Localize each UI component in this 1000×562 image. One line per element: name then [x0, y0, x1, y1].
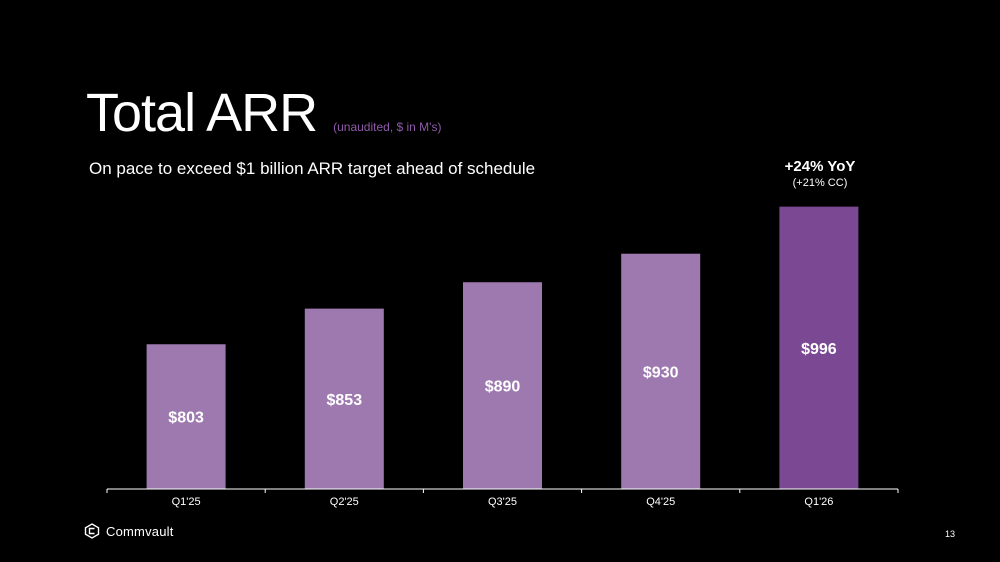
page-title: Total ARR — [86, 83, 318, 143]
title-note: (unaudited, $ in M's) — [333, 120, 442, 134]
title-row: Total ARR (unaudited, $ in M's) — [86, 86, 441, 140]
bar-4 — [779, 206, 859, 490]
bar-3 — [621, 253, 701, 489]
bar-0 — [146, 344, 226, 489]
x-tick-label-2: Q3'25 — [488, 496, 517, 508]
subtitle: On pace to exceed $1 billion ARR target … — [89, 159, 536, 178]
commvault-logo: Commvault — [84, 523, 174, 539]
yoy-growth-label: +24% YoY — [784, 158, 856, 175]
x-tick-label-4: Q1'26 — [804, 496, 833, 508]
bar-1 — [304, 308, 384, 489]
x-tick-label-3: Q4'25 — [646, 496, 675, 508]
x-tick-label-0: Q1'25 — [172, 496, 201, 508]
commvault-logo-icon — [84, 523, 100, 539]
yoy-cc-label: (+21% CC) — [792, 177, 848, 189]
bar-2 — [463, 282, 542, 489]
bar-value-label-3: $930 — [643, 364, 679, 381]
yoy-callout: +24% YoY (+21% CC) — [760, 158, 880, 189]
x-tick-label-1: Q2'25 — [330, 496, 359, 508]
page-number: 13 — [945, 529, 956, 539]
logo-text: Commvault — [106, 523, 174, 539]
bar-value-label-2: $890 — [485, 379, 521, 396]
bar-value-label-1: $853 — [327, 392, 363, 409]
bar-value-label-0: $803 — [168, 410, 204, 427]
bar-value-label-4: $996 — [801, 341, 837, 358]
